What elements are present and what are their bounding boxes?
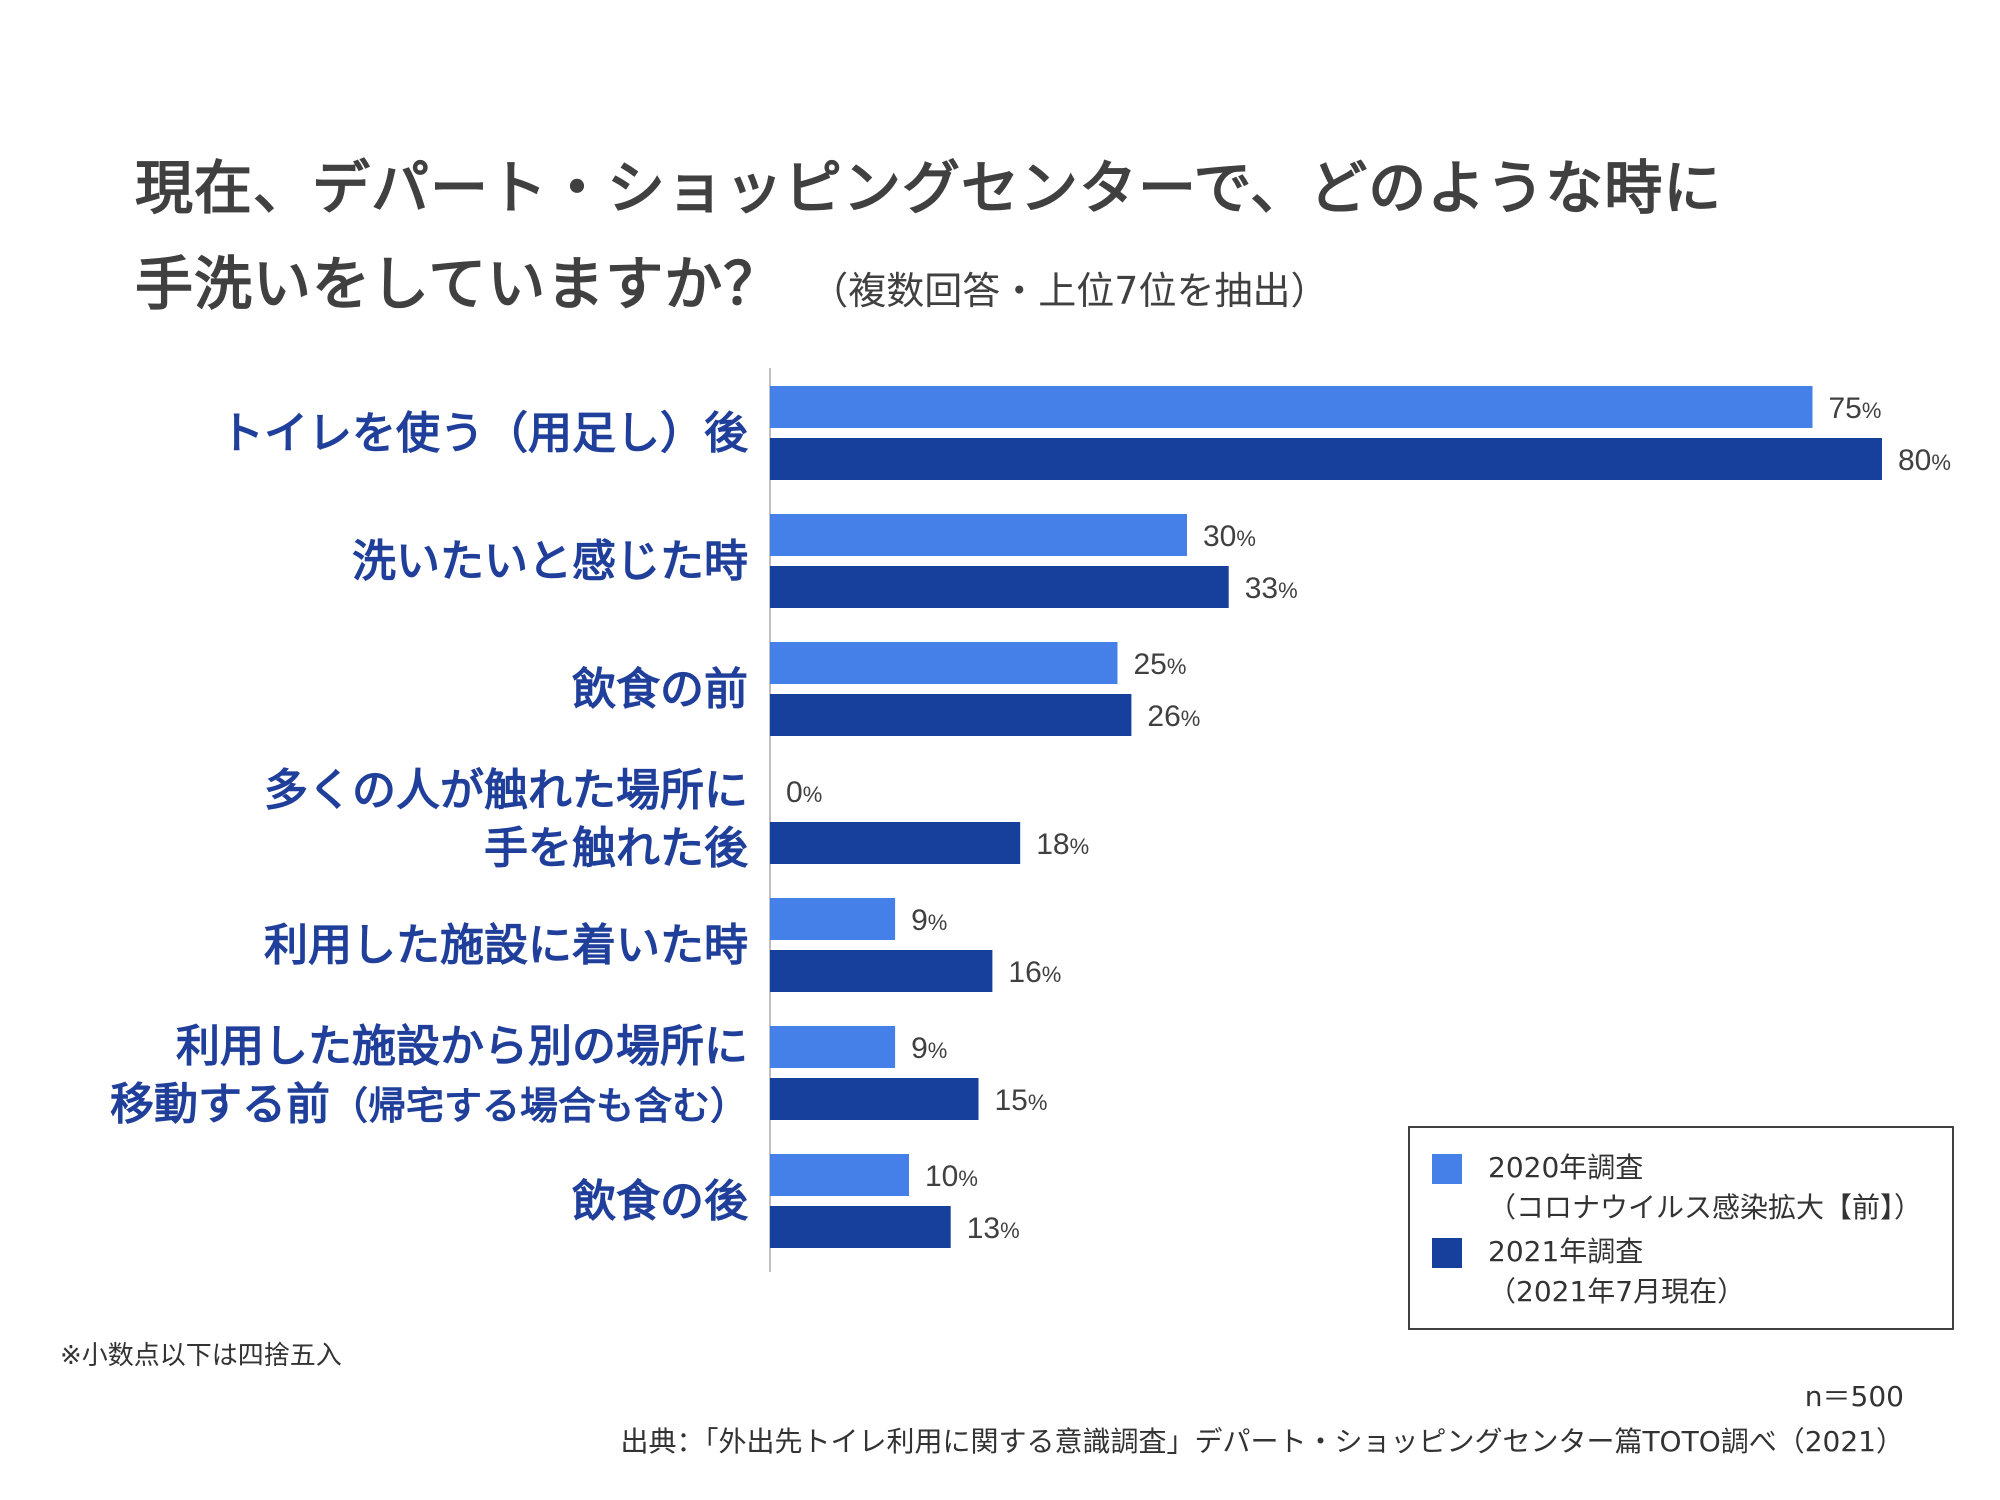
legend-label-2021-line2: （2021年7月現在）	[1488, 1275, 1746, 1308]
sample-size: n＝500	[1804, 1380, 1904, 1413]
bar-2021-5	[770, 1078, 979, 1120]
category-label-6: 飲食の後	[572, 1176, 749, 1227]
value-label-2021-0: 80%	[1898, 444, 1951, 477]
bar-2021-1	[770, 566, 1229, 608]
legend-label-2020-line1: 2020年調査	[1488, 1151, 1644, 1184]
category-label-0: トイレを使う（用足し）後	[220, 408, 749, 459]
value-label-2020-2: 25%	[1134, 648, 1187, 681]
value-label-2020-1: 30%	[1203, 520, 1256, 553]
category-label-3: 多くの人が触れた場所に手を触れた後	[264, 765, 749, 874]
title-line-2: 手洗いをしていますか？ （複数回答・上位7位を抽出）	[135, 236, 1722, 339]
bar-2021-2	[770, 694, 1132, 736]
value-label-2020-3: 0%	[786, 776, 822, 809]
title-line-2-text: 手洗いをしていますか？	[135, 250, 783, 318]
bar-2021-3	[770, 822, 1021, 864]
bar-chart: 75% 80% トイレを使う（用足し）後 30% 33% 洗いたいと感じた時 25% 26% 飲…	[110, 368, 1951, 1272]
rounding-note: ※小数点以下は四捨五入	[60, 1341, 342, 1371]
bar-2020-6	[770, 1154, 909, 1196]
category-label-2: 飲食の前	[572, 664, 748, 715]
bar-2020-5	[770, 1026, 896, 1068]
value-label-2021-1: 33%	[1245, 572, 1298, 605]
value-label-2020-4: 9%	[911, 904, 947, 937]
value-label-2020-0: 75%	[1829, 392, 1882, 425]
category-label-5: 利用した施設から別の場所に移動する前（帰宅する場合も含む）	[110, 1021, 748, 1130]
title-line-1: 現在、デパート・ショッピングセンターで、どのような時に	[135, 154, 1723, 222]
bar-2021-0	[770, 438, 1882, 480]
legend-label-2020-line2: （コロナウイルス感染拡大【前】）	[1488, 1191, 1923, 1224]
chart-legend: 2020年調査 （コロナウイルス感染拡大【前】） 2021年調査 （2021年7…	[1408, 1126, 1954, 1330]
bar-2020-4	[770, 898, 896, 940]
bar-2021-4	[770, 950, 993, 992]
legend-label-2020: 2020年調査 （コロナウイルス感染拡大【前】）	[1488, 1148, 1922, 1228]
bar-2020-2	[770, 642, 1118, 684]
value-label-2021-3: 18%	[1036, 828, 1089, 861]
legend-swatch-2020	[1432, 1154, 1462, 1184]
legend-swatch-2021	[1432, 1238, 1462, 1268]
chart-title: 現在、デパート・ショッピングセンターで、どのような時に 手洗いをしていますか？ （…	[135, 140, 1722, 339]
source-citation: 出典：「外出先トイレ利用に関する意識調査」デパート・ショッピングセンター篇TOT…	[620, 1425, 1904, 1458]
bar-2020-0	[770, 386, 1813, 428]
category-label-4: 利用した施設に着いた時	[264, 920, 748, 971]
legend-label-2021: 2021年調査 （2021年7月現在）	[1488, 1232, 1745, 1312]
value-label-2021-2: 26%	[1147, 700, 1200, 733]
value-label-2021-6: 13%	[967, 1212, 1020, 1245]
value-label-2021-4: 16%	[1008, 956, 1061, 989]
category-label-1: 洗いたいと感じた時	[352, 536, 748, 587]
bar-2020-1	[770, 514, 1187, 556]
chart-subtitle: （複数回答・上位7位を抽出）	[810, 269, 1329, 313]
legend-label-2021-line1: 2021年調査	[1488, 1235, 1644, 1268]
value-label-2020-6: 10%	[925, 1160, 978, 1193]
value-label-2020-5: 9%	[911, 1032, 947, 1065]
bar-2021-6	[770, 1206, 951, 1248]
value-label-2021-5: 15%	[995, 1084, 1048, 1117]
